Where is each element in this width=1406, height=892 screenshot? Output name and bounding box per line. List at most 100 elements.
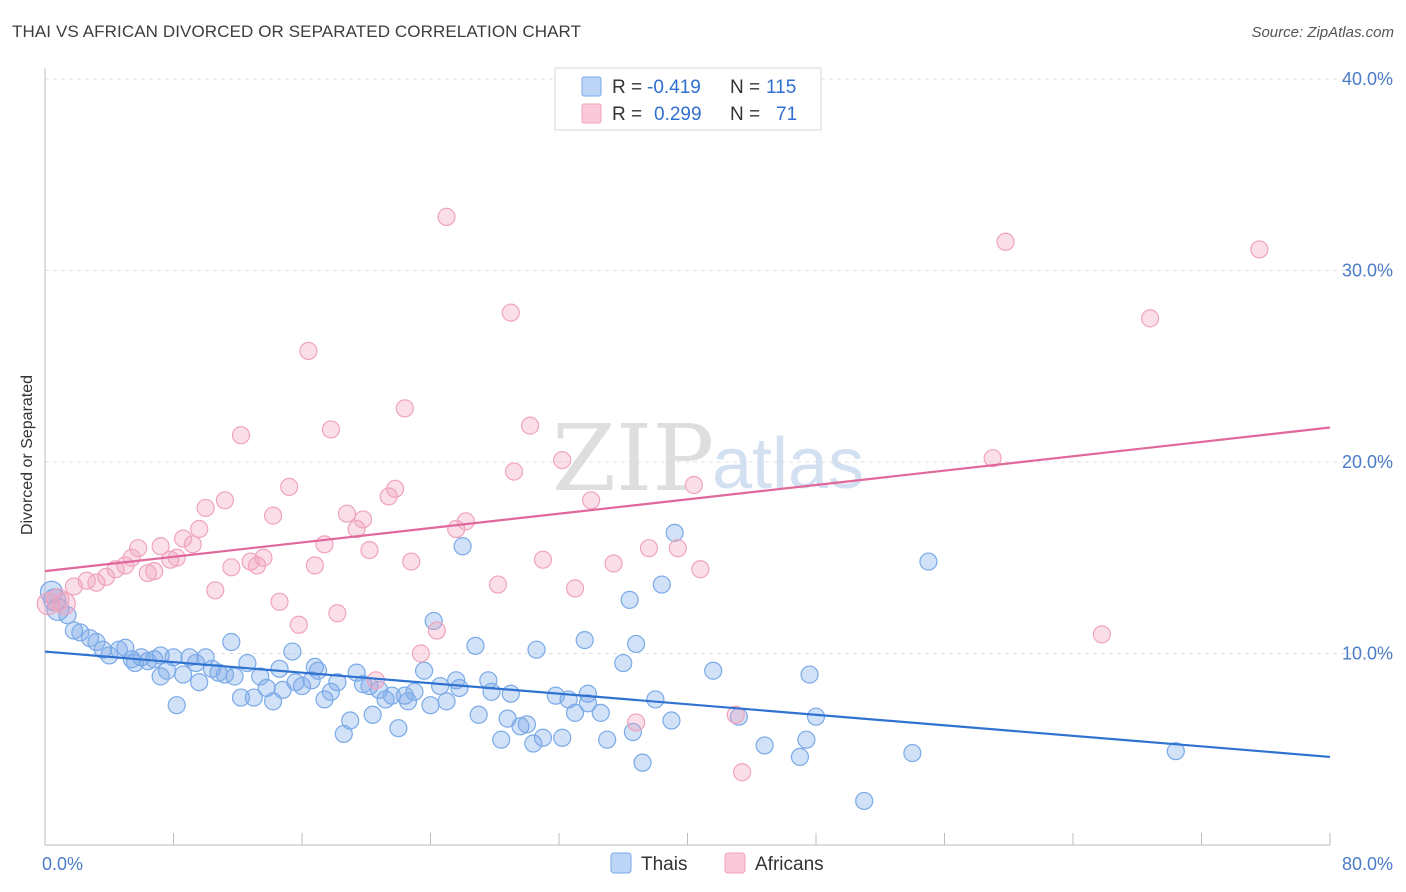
point-thais-91 (614, 653, 633, 673)
legend-r-label-africans: R = (612, 104, 642, 125)
point-thais-68 (450, 678, 469, 698)
point-thais-48 (328, 673, 347, 692)
point-thais-76 (501, 684, 520, 703)
series-legend: Thais Africans (610, 852, 824, 875)
point-thais-3 (58, 606, 77, 625)
point-africans-23 (231, 426, 251, 445)
point-thais-99 (665, 523, 684, 542)
point-africans-1 (46, 588, 70, 612)
series-label-africans: Africans (755, 854, 824, 875)
point-thais-108 (903, 743, 922, 763)
point-africans-56 (565, 579, 585, 598)
point-africans-44 (402, 552, 421, 571)
point-thais-38 (270, 659, 289, 678)
point-africans-28 (270, 592, 289, 611)
point-thais-63 (421, 696, 440, 715)
point-thais-73 (482, 682, 501, 701)
point-africans-32 (305, 556, 324, 575)
axes (44, 68, 1331, 846)
point-africans-52 (504, 462, 524, 481)
point-africans-53 (520, 416, 540, 435)
source-label: Source: ZipAtlas.com (1251, 24, 1394, 41)
point-africans-50 (488, 575, 508, 594)
point-africans-63 (691, 560, 710, 579)
point-thais-80 (527, 640, 546, 659)
point-africans-40 (366, 671, 385, 690)
point-thais-62 (414, 661, 434, 680)
point-thais-54 (363, 705, 382, 724)
point-thais-96 (646, 690, 665, 709)
point-thais-110 (1166, 742, 1185, 761)
point-africans-14 (161, 550, 180, 569)
point-thais-59 (395, 686, 414, 705)
point-africans-51 (501, 303, 520, 322)
point-africans-69 (1140, 309, 1160, 328)
point-africans-57 (582, 491, 601, 510)
point-africans-70 (1250, 240, 1269, 259)
point-thais-103 (790, 747, 810, 767)
point-africans-61 (668, 539, 687, 558)
point-thais-87 (578, 694, 598, 713)
point-thais-104 (797, 730, 816, 749)
point-thais-45 (308, 661, 328, 680)
point-africans-2 (52, 592, 76, 616)
point-africans-0 (36, 592, 60, 616)
point-africans-12 (145, 562, 164, 581)
point-africans-11 (138, 563, 157, 583)
point-africans-26 (254, 548, 273, 567)
watermark-atlas: atlas (712, 424, 864, 504)
point-africans-68 (1092, 625, 1112, 644)
point-africans-6 (96, 567, 116, 587)
point-africans-66 (983, 449, 1002, 468)
trend-line-africans (44, 426, 1331, 573)
point-thais-43 (302, 671, 321, 690)
point-thais-5 (71, 623, 90, 642)
point-thais-89 (591, 703, 610, 722)
point-thais-57 (382, 686, 402, 705)
point-thais-94 (626, 634, 646, 654)
point-thais-30 (222, 632, 241, 652)
trend-lines (44, 426, 1331, 759)
point-thais-74 (492, 730, 511, 749)
point-thais-21 (167, 696, 186, 715)
point-thais-34 (244, 688, 263, 707)
point-thais-69 (453, 537, 472, 556)
point-thais-40 (283, 642, 302, 661)
point-africans-18 (190, 519, 209, 539)
point-thais-78 (517, 715, 536, 734)
point-africans-38 (353, 510, 373, 529)
legend-r-value-africans: 0.299 (654, 104, 702, 125)
point-africans-49 (456, 512, 475, 531)
point-thais-100 (704, 661, 723, 680)
legend-n-label-africans: N = (730, 104, 760, 125)
point-thais-83 (553, 728, 572, 747)
point-africans-29 (280, 477, 299, 496)
point-africans-10 (129, 539, 148, 558)
point-thais-58 (389, 719, 408, 738)
legend-swatch-africans (581, 103, 602, 124)
series-swatch-africans (724, 852, 746, 874)
point-thais-70 (466, 636, 485, 655)
point-africans-17 (183, 535, 202, 554)
point-africans-64 (726, 705, 745, 724)
legend-r-label-thais: R = (612, 77, 642, 98)
point-africans-60 (639, 539, 659, 558)
point-thais-86 (575, 630, 594, 650)
x-tick-labels: 0.0% 80.0% (42, 854, 1393, 874)
legend-n-value-africans: 71 (776, 104, 797, 125)
point-africans-45 (411, 644, 430, 663)
legend-r-value-thais: -0.419 (647, 77, 701, 98)
point-thais-61 (405, 682, 424, 701)
point-africans-65 (733, 763, 752, 782)
point-africans-59 (626, 713, 646, 732)
point-thais-25 (190, 673, 209, 692)
point-thais-64 (424, 611, 443, 631)
point-thais-11 (116, 638, 135, 657)
point-thais-107 (855, 791, 874, 811)
point-thais-42 (292, 676, 312, 696)
point-thais-93 (623, 722, 642, 742)
trend-line-thais (44, 650, 1331, 759)
series-swatch-thais (610, 852, 632, 874)
point-thais-109 (919, 552, 938, 571)
